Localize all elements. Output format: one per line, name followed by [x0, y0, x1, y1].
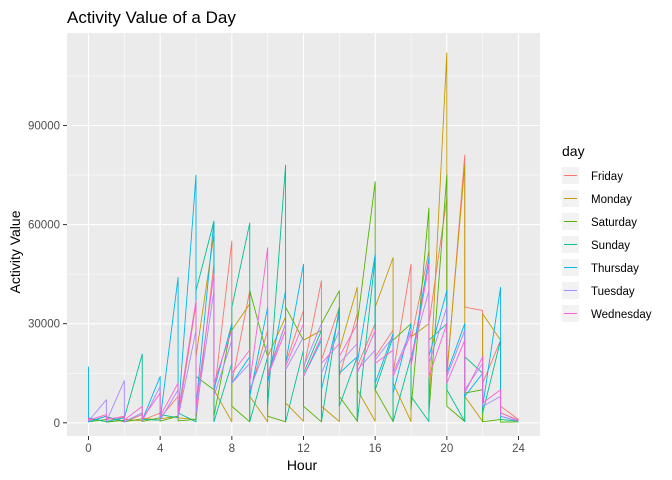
legend-label: Wednesday	[591, 309, 652, 321]
x-axis-ticks: 0 4 8 12 16 20 24	[85, 436, 525, 455]
legend-label: Saturday	[591, 217, 637, 229]
legend-item-friday: Friday	[562, 167, 623, 184]
legend-label: Sunday	[591, 240, 630, 252]
x-tick-label: 4	[157, 443, 164, 455]
x-tick-label: 12	[297, 443, 310, 455]
legend-item-thursday: Thursday	[562, 259, 639, 276]
y-axis-ticks: 0 30000 60000 90000	[28, 120, 67, 430]
y-tick-label: 30000	[28, 319, 60, 331]
series-lines	[88, 52, 519, 423]
legend-item-tuesday: Tuesday	[562, 282, 635, 299]
x-tick-label: 24	[512, 443, 525, 455]
legend-label: Thursday	[591, 263, 639, 275]
x-tick-label: 20	[440, 443, 453, 455]
legend-item-saturday: Saturday	[562, 213, 637, 230]
legend-item-wednesday: Wednesday	[562, 305, 652, 322]
y-tick-label: 90000	[28, 120, 60, 132]
y-axis-title: Activity Value	[7, 210, 23, 293]
y-tick-label: 60000	[28, 220, 60, 232]
chart-title: Activity Value of a Day	[67, 8, 236, 27]
legend-label: Tuesday	[591, 286, 635, 298]
series-line-thursday	[88, 174, 519, 423]
legend: day Friday Monday Saturday Sunday Thursday Tu…	[562, 143, 652, 322]
x-tick-label: 8	[229, 443, 235, 455]
legend-item-sunday: Sunday	[562, 236, 630, 253]
x-tick-label: 16	[369, 443, 382, 455]
legend-title: day	[562, 143, 585, 159]
legend-label: Friday	[591, 171, 623, 183]
y-tick-label: 0	[54, 418, 60, 430]
x-tick-label: 0	[85, 443, 91, 455]
x-axis-title: Hour	[287, 457, 318, 473]
legend-item-monday: Monday	[562, 190, 632, 207]
legend-items: Friday Monday Saturday Sunday Thursday Tuesda…	[562, 167, 652, 322]
legend-label: Monday	[591, 194, 632, 206]
series-line-wednesday	[88, 247, 519, 421]
